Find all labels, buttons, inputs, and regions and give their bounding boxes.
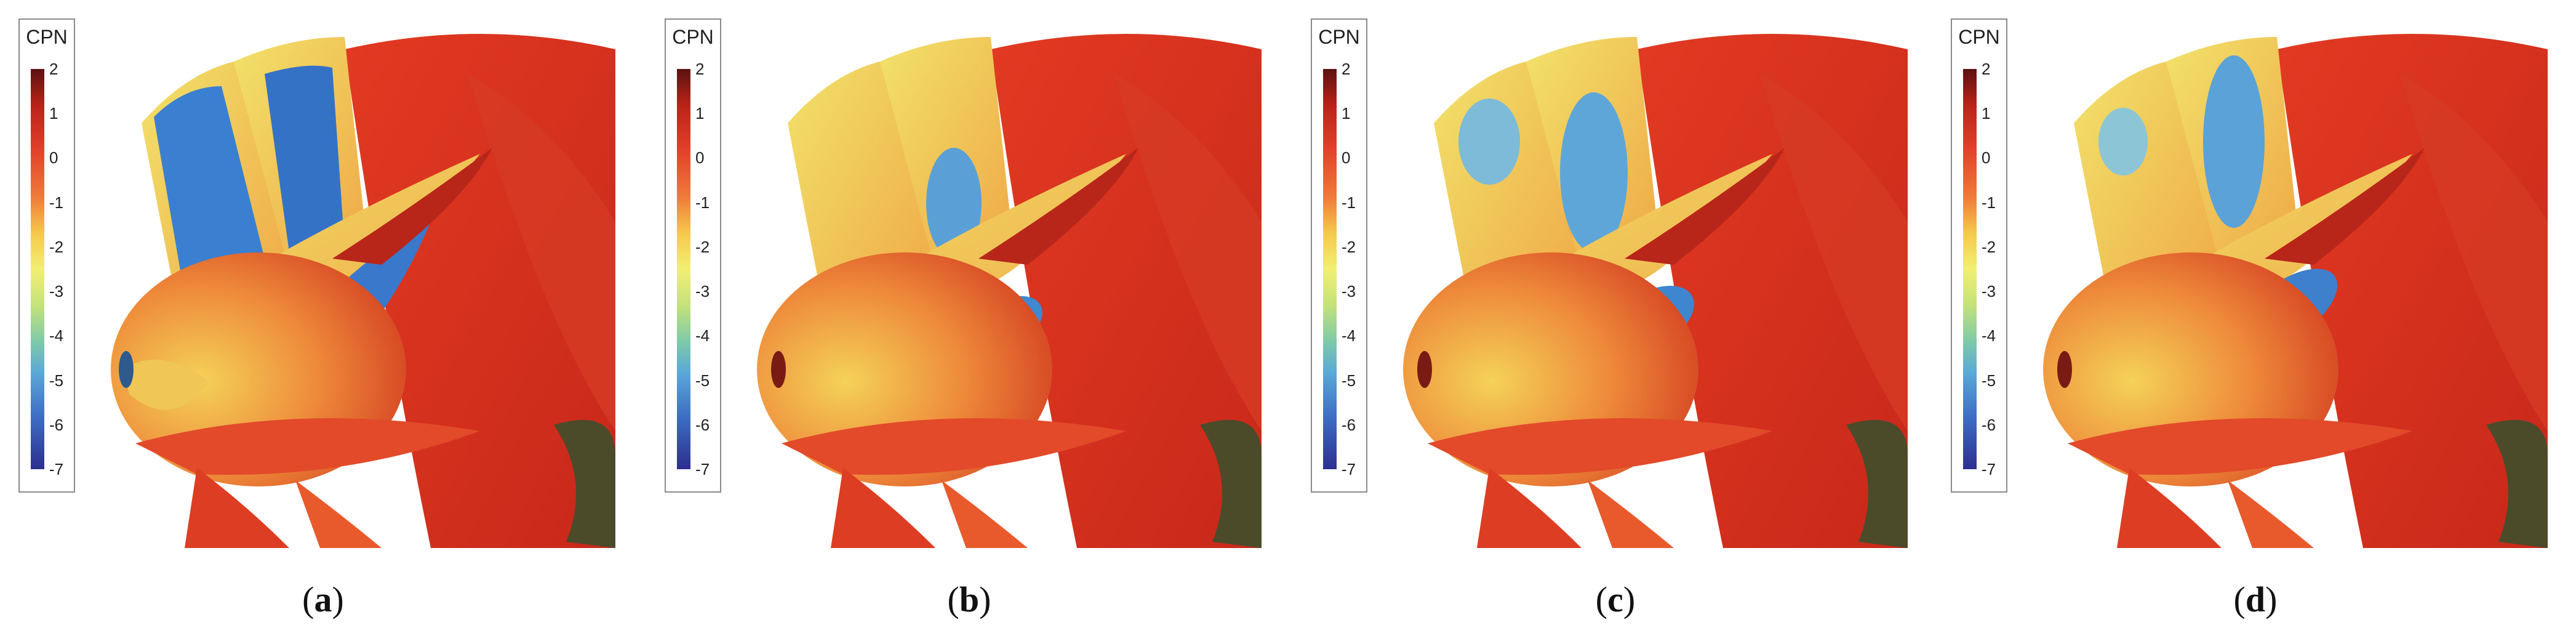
tick-label: -4 [695,326,710,345]
colorbar-legend: CPN 2 1 0 -1 -2 -3 -4 -5 -6 -7 [665,18,721,493]
tick-label: 2 [49,60,58,78]
tick-label: -3 [1342,282,1356,300]
colorbar [677,69,690,469]
colorbar [1323,69,1337,469]
tick-label: -5 [49,371,64,390]
panel-c: CPN 2 1 0 -1 -2 -3 -4 -5 -6 -7 (c) [1292,0,1936,641]
tick-label: 1 [695,104,705,123]
tick-label: -3 [1982,282,1996,300]
pressure-contour-render-a [111,34,615,548]
colorbar-legend: CPN 2 1 0 -1 -2 -3 -4 -5 -6 -7 [1951,18,2007,493]
panel-caption: (a) [302,579,344,619]
panel-b: CPN 2 1 0 -1 -2 -3 -4 -5 -6 -7 (b) [646,0,1290,641]
tick-label: -7 [1342,460,1356,478]
tick-label: -6 [49,416,64,434]
tick-label: 0 [1342,148,1351,167]
tick-label: -1 [1982,193,1996,212]
panel-d: CPN 2 1 0 -1 -2 -3 -4 -5 -6 -7 (d) [1932,0,2576,641]
legend-title: CPN [672,26,714,48]
tick-label: -3 [49,282,64,300]
legend-title: CPN [1318,26,1360,48]
tick-label: 1 [1982,104,1991,123]
tick-label: -5 [1982,371,1996,390]
tick-label: 1 [1342,104,1351,123]
tick-label: 2 [695,60,705,78]
tick-label: -3 [695,282,710,300]
tick-label: 2 [1342,60,1351,78]
tick-label: 2 [1982,60,1991,78]
tick-label: -7 [1982,460,1996,478]
tick-label: 0 [695,148,705,167]
colorbar-legend: CPN 2 1 0 -1 -2 -3 -4 -5 -6 -7 [1311,18,1367,493]
tick-label: 0 [1982,148,1991,167]
pressure-contour-render-b [757,34,1262,548]
tick-label: -6 [695,416,710,434]
tick-label: -4 [1982,326,1996,345]
panel-caption: (c) [1595,579,1636,619]
tick-label: -2 [1342,238,1356,256]
tick-label: -5 [1342,371,1356,390]
tick-label: -7 [49,460,64,478]
tick-label: -1 [1342,193,1356,212]
pressure-contour-render-d [2043,34,2548,548]
tick-label: -1 [49,193,64,212]
tick-label: -4 [49,326,64,345]
panel-caption: (d) [2233,579,2278,619]
legend-title: CPN [1958,26,2000,48]
tick-label: -6 [1982,416,1996,434]
panel-caption: (b) [947,579,991,619]
tick-label: -2 [49,238,64,256]
tick-label: 0 [49,148,58,167]
tick-label: -6 [1342,416,1356,434]
legend-title: CPN [26,26,68,48]
colorbar-legend: CPN 2 1 0 -1 -2 -3 -4 -5 -6 -7 [18,18,75,493]
pressure-contour-render-c [1403,34,1908,548]
panel-a: CPN 2 1 0 -1 -2 -3 -4 -5 -6 -7 (a) [0,0,644,641]
tick-label: 1 [49,104,58,123]
tick-label: -1 [695,193,710,212]
tick-label: -2 [695,238,710,256]
colorbar [1963,69,1977,469]
tick-label: -2 [1982,238,1996,256]
tick-label: -4 [1342,326,1356,345]
tick-label: -7 [695,460,710,478]
tick-label: -5 [695,371,710,390]
colorbar [31,69,44,469]
